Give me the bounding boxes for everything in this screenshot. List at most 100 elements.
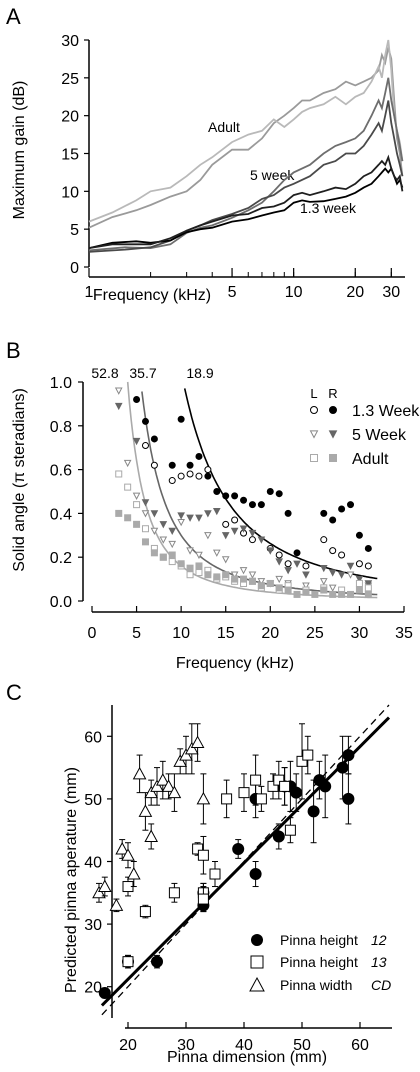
panel-b-point-2 [177,518,185,527]
panel-b-point-3 [257,536,266,544]
legend-tag-cd: CD [371,977,391,993]
panel-c-y-tick-label: 50 [84,792,102,809]
panel-b-point-0 [355,560,363,568]
panel-a-series-line-2 [88,77,404,252]
panel-b-point-5 [150,549,158,557]
panel-b-point-0 [195,472,203,480]
panel-b-point-3 [248,529,257,538]
panel-c-point-1 [221,793,233,805]
panel-b-point-5 [231,575,239,583]
panel-b-point-3 [293,560,301,568]
panel-b-point-3 [346,562,355,571]
panel-b-point-5 [168,551,176,559]
legend-marker-l [310,406,318,414]
panel-c-point-1 [197,849,209,861]
panel-b-point-2 [319,578,328,586]
panel-b-fit-curve-2 [183,388,378,580]
panel-c-point-0 [319,780,332,793]
panel-c-point-2 [92,885,106,899]
panel-b-point-3 [168,527,177,535]
panel-b-point-4 [141,525,149,533]
panel-b-y-tick-label: 1.0 [50,375,72,392]
panel-label-a: A [6,4,21,29]
panel-b-point-5 [329,590,337,598]
panel-c-point-1 [238,787,250,799]
panel-b-point-0 [329,547,337,555]
panel-c-point-1 [197,893,209,905]
panel-b-point-0 [364,562,372,570]
panel-c-y-tick-label: 40 [84,855,102,872]
panel-b-point-4 [133,501,141,509]
panel-b-point-0 [320,536,328,544]
panel-b-point-3 [195,514,203,522]
panel-c-point-2 [126,866,141,880]
panel-b-point-3 [150,510,159,518]
panel-b-point-1 [320,509,328,517]
panel-b-point-1 [141,417,149,425]
panel-c-point-0 [151,955,163,968]
panel-c-point-2 [173,754,188,767]
panel-b-point-1 [248,501,256,509]
panel-label-c: C [6,680,22,705]
panel-c-point-0 [249,868,262,881]
panel-b-point-5 [355,586,363,594]
panel-b-point-3 [141,499,150,507]
panel-b-point-2 [204,532,212,540]
panel-b-point-0 [231,516,239,524]
panel-b-point-2 [195,551,203,560]
panel-b-y-tick-label: 0.4 [50,506,72,523]
panel-c-point-0 [232,842,245,855]
panel-b-point-4 [364,584,372,592]
panel-c-point-1 [122,956,134,968]
panel-b-point-3 [266,547,275,555]
panel-b-point-1 [213,488,221,495]
panel-b-point-1 [257,501,265,509]
panel-c-point-0 [342,792,355,805]
panel-b-point-3 [337,571,346,579]
panel-b-point-1 [266,488,274,495]
panel-c-point-2 [190,735,205,749]
panel-b-point-4 [186,571,194,579]
legend-marker-l [309,430,319,439]
panel-a-series-line-4 [88,166,404,249]
panel-c-fit-line-1 [101,704,390,1016]
panel-a-y-tick-label: 25 [61,71,79,88]
panel-label-b: B [6,338,21,363]
legend-header-r: R [328,386,337,401]
panel-c-y-tick-label: 60 [84,729,102,746]
panel-b-point-1 [133,396,141,404]
panel-b-point-5 [302,588,310,596]
panel-b-point-5 [338,590,346,598]
panel-c-point-1 [279,780,291,792]
panel-b-point-3 [284,567,292,575]
panel-b-point-5 [124,514,132,522]
panel-a-y-tick-label: 15 [61,147,79,164]
panel-b-y-tick-label: 0.0 [50,594,72,611]
panel-b-point-5 [186,564,194,572]
panel-b-x-tick-label: 30 [351,625,369,642]
panel-b-point-3 [132,437,141,446]
panel-c-point-2 [97,879,112,893]
panel-b-point-5 [347,590,355,598]
panel-b-point-2 [346,571,355,579]
legend-tag-13: 13 [371,954,387,970]
panel-b-point-3 [186,514,194,522]
panel-b-point-1 [222,492,230,500]
panel-c-point-2 [155,773,170,786]
panel-b-x-tick-label: 35 [395,625,413,642]
panel-b-point-1 [347,501,355,509]
panel-c-point-1 [168,887,180,899]
panel-b-xlabel: Frequency (kHz) [176,655,294,672]
panel-b-y-tick-label: 0.8 [50,419,72,436]
panel-b-point-0 [275,551,283,559]
panel-b-point-4 [124,483,132,491]
panel-b-point-3 [230,527,239,535]
panel-b-point-1 [329,516,337,524]
curve-label-35-7: 35.7 [129,365,156,381]
panel-c-x-tick-label: 60 [351,1037,369,1054]
panel-c-point-1 [296,755,308,767]
panel-a-x-tick-label: 30 [382,284,400,301]
panel-a-y-tick-label: 20 [61,109,79,126]
